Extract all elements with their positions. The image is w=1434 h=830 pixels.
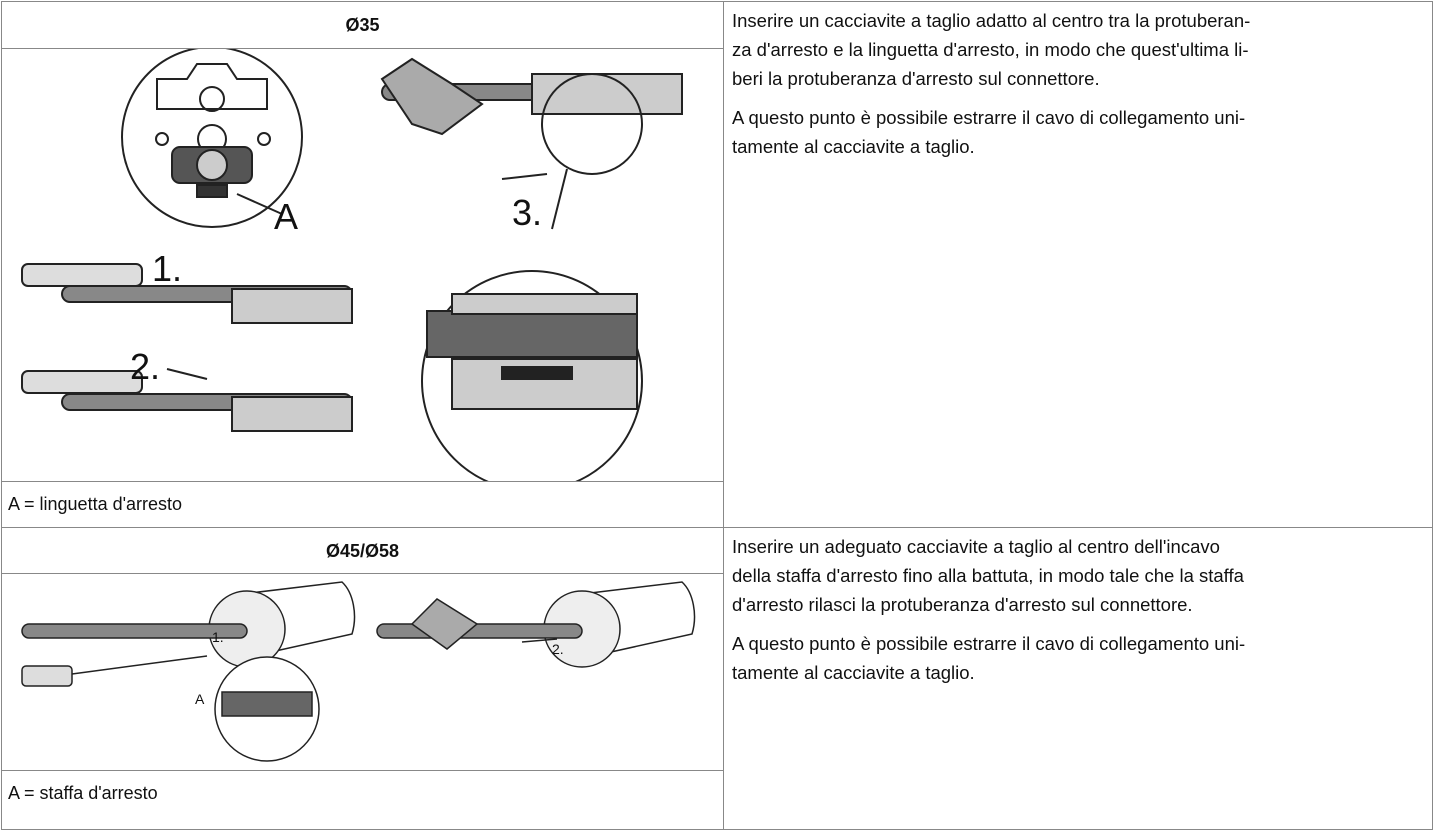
text-line: tamente al cacciavite a taglio. bbox=[732, 662, 975, 683]
heading: Ø35 bbox=[1, 1, 724, 49]
figure-cell: 1. 2. A bbox=[1, 573, 724, 771]
text-line: d'arresto rilasci la protuberanza d'arre… bbox=[732, 594, 1193, 615]
heading: Ø45/Ø58 bbox=[1, 527, 724, 574]
text-line: beri la protuberanza d'arresto sul conne… bbox=[732, 68, 1100, 89]
figure: A 1. 2. 3. bbox=[21, 46, 683, 492]
paragraph: Inserire un adeguato cacciavite a taglio… bbox=[732, 532, 1424, 619]
figure-label: 1. bbox=[212, 629, 224, 645]
text-line: tamente al cacciavite a taglio. bbox=[732, 136, 975, 157]
text-cell: Inserire un adeguato cacciavite a taglio… bbox=[723, 527, 1433, 830]
text-cell: Inserire un cacciavite a taglio adatto a… bbox=[723, 1, 1433, 528]
figure-label: 2. bbox=[552, 641, 564, 657]
figure-label: 1. bbox=[152, 248, 182, 289]
caption: A = linguetta d'arresto bbox=[1, 481, 724, 528]
paragraph: A questo punto è possibile estrarre il c… bbox=[732, 103, 1424, 161]
figure: 1. 2. A bbox=[21, 581, 696, 762]
figure-label: A bbox=[274, 196, 298, 237]
figure-cell: A 1. 2. 3. bbox=[1, 46, 724, 492]
text-line: Inserire un cacciavite a taglio adatto a… bbox=[732, 10, 1251, 31]
text-line: della staffa d'arresto fino alla battuta… bbox=[732, 565, 1244, 586]
figure-label: A bbox=[195, 691, 205, 707]
text-line: Inserire un adeguato cacciavite a taglio… bbox=[732, 536, 1220, 557]
paragraph: A questo punto è possibile estrarre il c… bbox=[732, 629, 1424, 687]
paragraph: Inserire un cacciavite a taglio adatto a… bbox=[732, 6, 1424, 93]
text-line: za d'arresto e la linguetta d'arresto, i… bbox=[732, 39, 1249, 60]
caption: A = staffa d'arresto bbox=[1, 770, 724, 830]
text-line: A questo punto è possibile estrarre il c… bbox=[732, 107, 1246, 128]
text-line: A questo punto è possibile estrarre il c… bbox=[732, 633, 1246, 654]
figure-label: 3. bbox=[512, 192, 542, 233]
figure-label: 2. bbox=[130, 346, 160, 387]
